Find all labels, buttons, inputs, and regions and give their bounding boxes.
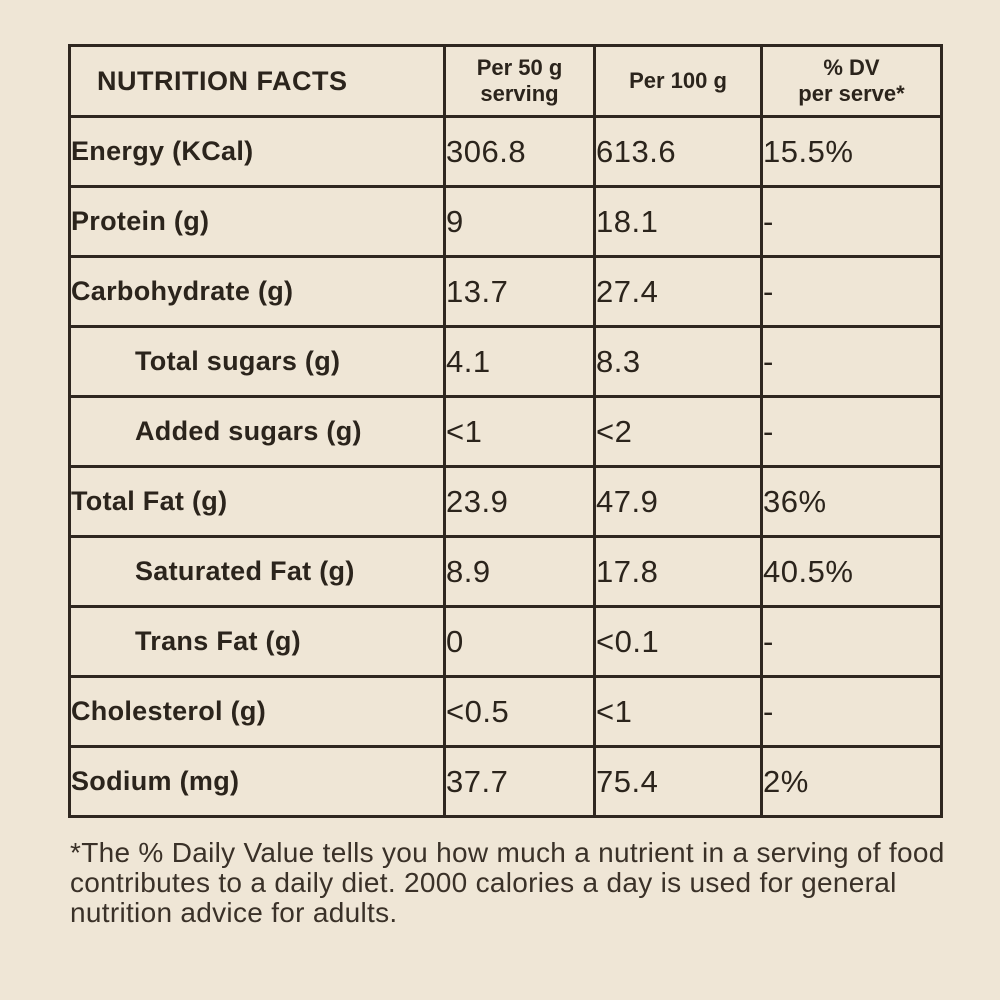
per-serving-value: 306.8 [443,115,596,188]
per-serving-value: 4.1 [443,325,596,398]
nutrition-facts-table: NUTRITION FACTS Per 50 g serving Per 100… [68,44,943,818]
row-label: Protein (g) [68,185,446,258]
per-100g-value: 75.4 [593,745,763,818]
header-per-serving: Per 50 g serving [443,44,596,118]
row-label: Total sugars (g) [68,325,446,398]
table-row: Saturated Fat (g) 8.9 17.8 40.5% [68,535,943,608]
header-dv: % DV per serve* [760,44,943,118]
per-serving-value: 8.9 [443,535,596,608]
header-per-serving-line2: serving [480,81,559,106]
table-row: Sodium (mg) 37.7 75.4 2% [68,745,943,818]
row-label: Sodium (mg) [68,745,446,818]
table-row: Total Fat (g) 23.9 47.9 36% [68,465,943,538]
per-serving-value: 0 [443,605,596,678]
dv-value: 40.5% [760,535,943,608]
per-100g-value: 27.4 [593,255,763,328]
table-row: Cholesterol (g) <0.5 <1 - [68,675,943,748]
per-serving-value: 37.7 [443,745,596,818]
row-label: Energy (KCal) [68,115,446,188]
table-row: Energy (KCal) 306.8 613.6 15.5% [68,115,943,188]
header-dv-line2: per serve* [798,81,905,106]
dv-value: 15.5% [760,115,943,188]
table-row: Total sugars (g) 4.1 8.3 - [68,325,943,398]
dv-value: - [760,255,943,328]
per-100g-value: <1 [593,675,763,748]
row-label: Cholesterol (g) [68,675,446,748]
dv-value: - [760,395,943,468]
dv-value: - [760,325,943,398]
per-100g-value: <2 [593,395,763,468]
per-100g-value: 17.8 [593,535,763,608]
per-100g-value: <0.1 [593,605,763,678]
per-serving-value: <1 [443,395,596,468]
header-dv-line1: % DV [823,55,880,80]
per-serving-value: 9 [443,185,596,258]
table-row: Carbohydrate (g) 13.7 27.4 - [68,255,943,328]
table-title: NUTRITION FACTS [68,44,446,118]
dv-value: 36% [760,465,943,538]
dv-value: - [760,675,943,748]
per-100g-value: 18.1 [593,185,763,258]
per-serving-value: <0.5 [443,675,596,748]
dv-value: - [760,605,943,678]
dv-value: 2% [760,745,943,818]
header-row: NUTRITION FACTS Per 50 g serving Per 100… [68,44,943,118]
row-label: Carbohydrate (g) [68,255,446,328]
row-label: Total Fat (g) [68,465,446,538]
row-label: Added sugars (g) [68,395,446,468]
header-per-serving-line1: Per 50 g [476,55,563,80]
per-100g-value: 8.3 [593,325,763,398]
table-row: Trans Fat (g) 0 <0.1 - [68,605,943,678]
daily-value-footnote: *The % Daily Value tells you how much a … [70,837,945,928]
row-label: Trans Fat (g) [68,605,446,678]
per-serving-value: 23.9 [443,465,596,538]
row-label: Saturated Fat (g) [68,535,446,608]
per-100g-value: 613.6 [593,115,763,188]
table-row: Added sugars (g) <1 <2 - [68,395,943,468]
dv-value: - [760,185,943,258]
per-100g-value: 47.9 [593,465,763,538]
table-row: Protein (g) 9 18.1 - [68,185,943,258]
header-per-100g: Per 100 g [593,44,763,118]
per-serving-value: 13.7 [443,255,596,328]
